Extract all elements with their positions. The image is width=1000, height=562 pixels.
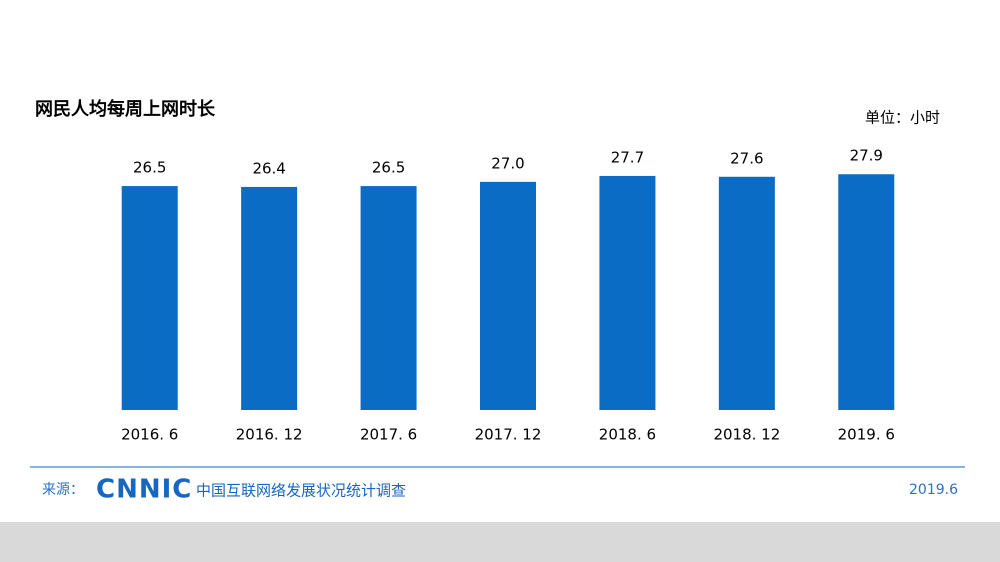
bar xyxy=(121,186,178,410)
value-label: 27.7 xyxy=(611,148,644,166)
bar xyxy=(599,175,656,410)
x-tick-label: 2017. 12 xyxy=(475,426,542,444)
bar xyxy=(241,186,298,410)
bar xyxy=(838,174,895,410)
value-label: 27.9 xyxy=(850,147,883,165)
bar xyxy=(480,181,536,410)
x-tick-label: 2016. 12 xyxy=(236,426,303,444)
value-label: 27.0 xyxy=(491,154,524,172)
date: 2019.6 xyxy=(909,482,958,498)
unit-label: 单位：小时 xyxy=(865,109,940,127)
value-label: 27.6 xyxy=(730,149,763,167)
x-tick-label: 2017. 6 xyxy=(360,426,417,444)
x-tick-label: 2018. 6 xyxy=(599,426,656,444)
x-tick-label: 2018. 12 xyxy=(713,426,780,444)
x-tick-label: 2019. 6 xyxy=(838,426,895,444)
bar xyxy=(718,176,775,410)
source-logo: CNNIC xyxy=(96,475,192,505)
chart-title: 网民人均每周上网时长 xyxy=(35,98,216,120)
bar xyxy=(360,186,417,410)
x-tick-label: 2016. 6 xyxy=(121,426,178,444)
value-label: 26.5 xyxy=(372,159,405,177)
value-label: 26.4 xyxy=(252,159,285,177)
source-prefix: 来源： xyxy=(42,482,84,498)
footer-band xyxy=(0,522,1000,562)
value-label: 26.5 xyxy=(133,159,166,177)
source-name: 中国互联网络发展状况统计调查 xyxy=(196,482,406,500)
